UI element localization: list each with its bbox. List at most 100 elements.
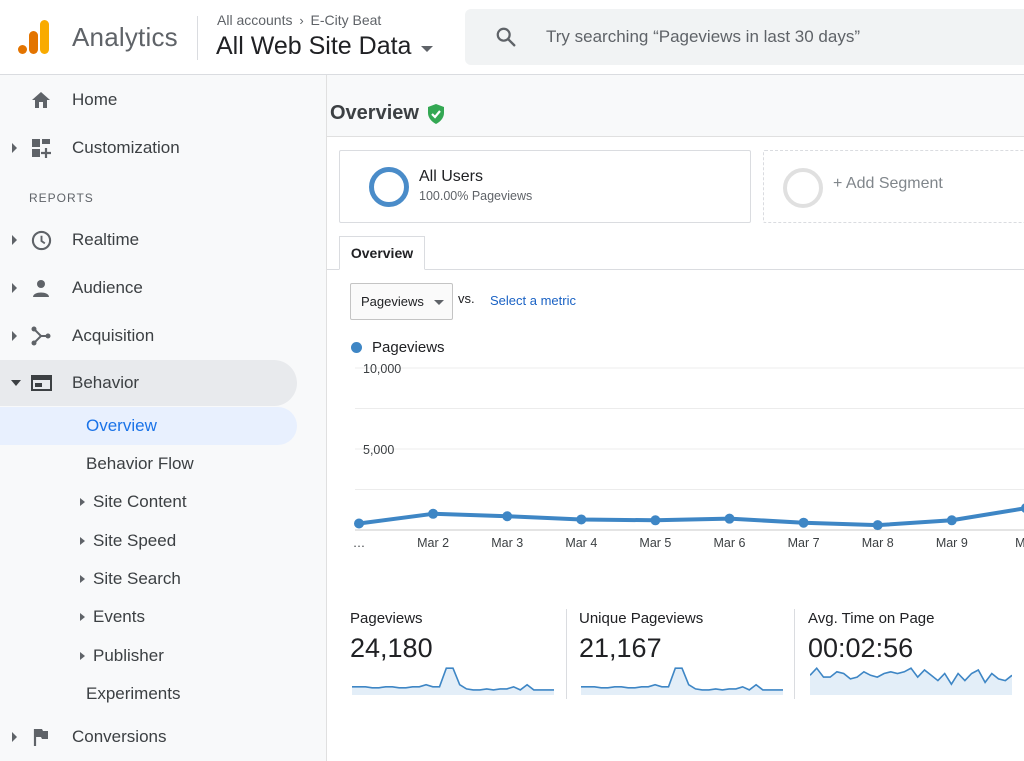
sidebar-subitem-site-content[interactable]: Site Content xyxy=(0,483,297,521)
legend-dot-icon xyxy=(351,342,362,353)
expand-arrow-icon[interactable] xyxy=(80,613,85,621)
clock-icon xyxy=(30,229,52,251)
person-icon xyxy=(30,277,52,299)
expand-arrow-icon[interactable] xyxy=(12,732,17,742)
data-point[interactable] xyxy=(650,515,661,526)
expand-arrow-icon[interactable] xyxy=(12,331,17,341)
divider xyxy=(794,609,795,699)
sidebar-subitem-behavior-flow[interactable]: Behavior Flow xyxy=(0,445,297,483)
sidebar-item-label: Acquisition xyxy=(72,326,155,345)
analytics-logo-icon[interactable] xyxy=(18,20,50,54)
select-metric-link[interactable]: Select a metric xyxy=(490,293,576,308)
sparkline xyxy=(581,667,783,695)
breadcrumb-item[interactable]: E-City Beat xyxy=(310,12,382,28)
page-header: Overview xyxy=(327,75,1024,137)
scorecard-value: 24,180 xyxy=(350,633,433,663)
search-icon xyxy=(496,27,516,47)
segment-all-users[interactable]: All Users 100.00% Pageviews xyxy=(339,150,751,223)
expand-arrow-icon[interactable] xyxy=(12,143,17,153)
pageviews-chart[interactable]: 10,000 5,000 … Mar 2 Mar 3 Mar 4 Mar 5 Mar 6 Mar… xyxy=(327,360,1024,560)
caret-down-icon xyxy=(421,45,434,52)
expand-arrow-icon[interactable] xyxy=(12,283,17,293)
chevron-right-icon: › xyxy=(299,12,304,28)
scorecard-title: Pageviews xyxy=(350,610,423,627)
sidebar-item-label: Behavior xyxy=(72,373,140,392)
x-tick-label: Mar xyxy=(1015,536,1024,550)
sidebar-subitem-overview[interactable]: Overview xyxy=(0,407,297,445)
sparkline xyxy=(352,667,554,695)
metric-select-value: Pageviews xyxy=(361,294,424,309)
x-tick-label: Mar 7 xyxy=(788,536,820,550)
data-point[interactable] xyxy=(354,518,364,529)
sidebar-subitem-label: Overview xyxy=(86,416,157,435)
sparkline-line xyxy=(581,667,783,691)
sidebar-item-audience[interactable]: Audience xyxy=(0,265,297,311)
y-tick-label: 10,000 xyxy=(363,362,401,376)
sidebar-item-realtime[interactable]: Realtime xyxy=(0,217,297,263)
app-name: Analytics xyxy=(72,22,178,52)
sidebar-item-label: Realtime xyxy=(72,230,140,249)
data-point[interactable] xyxy=(428,508,439,519)
sidebar-item-home[interactable]: Home xyxy=(0,77,297,123)
data-point[interactable] xyxy=(724,513,735,524)
sidebar-item-behavior[interactable]: Behavior xyxy=(0,360,297,406)
data-point[interactable] xyxy=(576,514,587,525)
sidebar-subitem-events[interactable]: Events xyxy=(0,598,297,636)
sidebar: Home Customization REPORTS Realtime Audi… xyxy=(0,75,327,761)
dashboard-icon xyxy=(30,137,52,159)
sidebar-item-label: Conversions xyxy=(72,727,167,746)
sparkline xyxy=(810,666,1012,695)
sidebar-item-label: Home xyxy=(72,90,118,109)
x-tick-label: … xyxy=(353,536,366,550)
segment-subtitle: 100.00% Pageviews xyxy=(419,189,533,203)
data-point[interactable] xyxy=(1020,503,1024,513)
metric-select[interactable]: Pageviews xyxy=(350,283,453,320)
sidebar-subitem-label: Site Search xyxy=(93,569,181,588)
segment-placeholder-icon xyxy=(783,168,823,208)
sidebar-subitem-label: Behavior Flow xyxy=(86,454,194,473)
add-segment-button[interactable]: + Add Segment xyxy=(763,150,1024,223)
data-point[interactable] xyxy=(502,511,513,522)
legend-label: Pageviews xyxy=(372,339,445,356)
sidebar-subitem-site-speed[interactable]: Site Speed xyxy=(0,522,297,560)
expand-arrow-icon[interactable] xyxy=(80,575,85,583)
sidebar-item-conversions[interactable]: Conversions xyxy=(0,714,297,760)
x-tick-label: Mar 2 xyxy=(417,536,449,550)
scorecard-pageviews[interactable]: Pageviews 24,180 xyxy=(350,603,560,703)
data-point[interactable] xyxy=(946,515,957,526)
sidebar-subitem-experiments[interactable]: Experiments xyxy=(0,675,297,713)
scorecard-title: Unique Pageviews xyxy=(579,610,704,627)
breadcrumb-item[interactable]: All accounts xyxy=(217,12,293,28)
tab-overview[interactable]: Overview xyxy=(339,236,425,270)
expand-arrow-icon[interactable] xyxy=(80,652,85,660)
expand-arrow-icon[interactable] xyxy=(80,537,85,545)
segment-ring-icon xyxy=(369,167,409,207)
add-segment-label: + Add Segment xyxy=(833,175,943,192)
vs-label: vs. xyxy=(458,291,475,306)
series-line-pageviews xyxy=(358,506,1024,528)
sidebar-item-customization[interactable]: Customization xyxy=(0,125,297,171)
x-tick-label: Mar 3 xyxy=(491,536,523,550)
x-tick-label: Mar 9 xyxy=(936,536,968,550)
segment-name: All Users xyxy=(419,168,484,185)
sidebar-subitem-label: Site Speed xyxy=(93,531,177,550)
scorecard-avg-time[interactable]: Avg. Time on Page 00:02:56 xyxy=(808,603,1018,703)
scorecard-unique-pageviews[interactable]: Unique Pageviews 21,167 xyxy=(579,603,789,703)
search-input[interactable]: Try searching “Pageviews in last 30 days… xyxy=(546,27,861,46)
property-name: All Web Site Data xyxy=(216,32,412,60)
sidebar-subitem-label: Experiments xyxy=(86,684,181,703)
sidebar-subitem-site-search[interactable]: Site Search xyxy=(0,560,297,598)
collapse-arrow-icon[interactable] xyxy=(11,380,21,386)
data-point[interactable] xyxy=(798,517,809,528)
sidebar-item-acquisition[interactable]: Acquisition xyxy=(0,313,297,359)
expand-arrow-icon[interactable] xyxy=(12,235,17,245)
sparkline-line xyxy=(352,667,554,691)
property-selector[interactable]: All Web Site Data xyxy=(216,32,434,61)
divider xyxy=(197,16,198,60)
x-tick-label: Mar 5 xyxy=(639,536,671,550)
sidebar-subitem-publisher[interactable]: Publisher xyxy=(0,637,297,675)
data-point[interactable] xyxy=(872,520,883,531)
breadcrumb[interactable]: All accounts › E-City Beat xyxy=(217,12,381,28)
search-bar[interactable]: Try searching “Pageviews in last 30 days… xyxy=(465,9,1024,65)
expand-arrow-icon[interactable] xyxy=(80,498,85,506)
